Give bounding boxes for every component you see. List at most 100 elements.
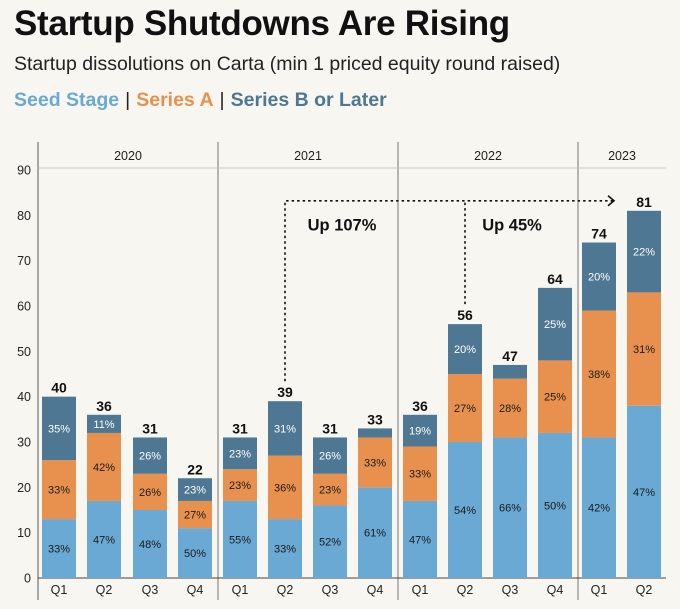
percent-label: 25%: [544, 319, 566, 331]
bar-segment-seed-stage: [448, 442, 482, 578]
percent-label: 22%: [633, 247, 655, 259]
y-tick-label: 80: [17, 209, 31, 223]
percent-label: 23%: [229, 448, 251, 460]
bar-segment-series-a: [313, 473, 347, 506]
bar-segment-series-a: [538, 360, 572, 433]
bar-segment-seed-stage: [178, 528, 212, 578]
bar-segment-series-b-or-later: [223, 437, 257, 470]
percent-label: 36%: [274, 482, 296, 494]
y-tick-label: 10: [17, 526, 31, 540]
x-tick-label: Q2: [636, 583, 653, 597]
legend: Seed Stage | Series A | Series B or Later: [14, 89, 387, 112]
x-tick-label: Q3: [322, 583, 339, 597]
percent-label: 42%: [588, 503, 610, 515]
bar-segment-series-a: [448, 374, 482, 442]
annotation-arrowhead: [607, 195, 616, 207]
percent-label: 31%: [274, 423, 296, 435]
year-label: 2020: [114, 149, 142, 163]
bar-segment-seed-stage: [538, 432, 572, 578]
bar-total-label: 39: [277, 384, 293, 400]
year-label: 2023: [608, 149, 636, 163]
percent-label: 47%: [93, 534, 115, 546]
percent-label: 47%: [409, 534, 431, 546]
percent-label: 33%: [364, 457, 386, 469]
bar-segment-seed-stage: [133, 510, 167, 578]
bar-total-label: 36: [412, 398, 428, 414]
percent-label: 33%: [409, 469, 431, 481]
percent-label: 50%: [544, 500, 566, 512]
x-tick-label: Q4: [367, 583, 384, 597]
percent-label: 55%: [229, 534, 251, 546]
bar-segment-series-a: [627, 292, 661, 406]
y-tick-label: 90: [17, 164, 31, 178]
bar-segment-series-b-or-later: [313, 437, 347, 474]
bar-segment-series-b-or-later: [358, 428, 392, 438]
percent-label: 26%: [139, 487, 161, 499]
legend-seed: Seed Stage: [14, 89, 120, 111]
chart-title: Startup Shutdowns Are Rising: [14, 4, 510, 43]
bar-segment-series-b-or-later: [42, 396, 76, 461]
y-tick-label: 70: [17, 254, 31, 268]
percent-label: 28%: [499, 403, 521, 415]
chart-subtitle: Startup dissolutions on Carta (min 1 pri…: [14, 53, 561, 75]
percent-label: 31%: [633, 344, 655, 356]
bar-segment-seed-stage: [403, 500, 437, 578]
bar-total-label: 36: [96, 398, 112, 414]
bar-total-label: 56: [457, 307, 473, 323]
x-tick-label: Q1: [232, 583, 249, 597]
bar-total-label: 33: [367, 411, 383, 427]
percent-label: 19%: [409, 426, 431, 438]
bar-segment-series-b-or-later: [133, 437, 167, 474]
percent-label: 66%: [499, 503, 521, 515]
bar-segment-series-a: [403, 446, 437, 501]
y-tick-label: 0: [24, 572, 31, 586]
percent-label: 47%: [633, 487, 655, 499]
percent-label: 42%: [93, 462, 115, 474]
legend-series-b: Series B or Later: [230, 89, 387, 111]
bar-segment-series-b-or-later: [538, 287, 572, 361]
percent-label: 50%: [184, 548, 206, 560]
annotation-text-107: Up 107%: [308, 216, 377, 234]
legend-separator: |: [219, 89, 225, 111]
bar-total-label: 31: [322, 420, 338, 436]
bar-segment-series-a: [178, 500, 212, 529]
x-tick-label: Q4: [187, 583, 204, 597]
y-tick-label: 30: [17, 436, 31, 450]
bar-segment-series-a: [493, 378, 527, 438]
year-label: 2021: [294, 149, 322, 163]
bar-segment-series-b-or-later: [627, 210, 661, 293]
bar-segment-series-b-or-later: [448, 324, 482, 374]
percent-label: 23%: [184, 485, 206, 497]
bar-segment-series-a: [87, 432, 121, 501]
bar-total-label: 74: [591, 226, 607, 242]
x-tick-label: Q1: [591, 583, 608, 597]
percent-label: 23%: [229, 480, 251, 492]
percent-label: 52%: [319, 537, 341, 549]
bar-segment-seed-stage: [493, 437, 527, 578]
bar-total-label: 31: [142, 420, 158, 436]
bar-segment-seed-stage: [223, 500, 257, 578]
bar-segment-series-b-or-later: [87, 414, 121, 433]
bar-segment-seed-stage: [313, 505, 347, 578]
bar-segment-seed-stage: [358, 487, 392, 578]
bar-segment-series-a: [223, 469, 257, 501]
bar-segment-seed-stage: [582, 437, 616, 578]
y-tick-label: 60: [17, 300, 31, 314]
x-tick-label: Q1: [412, 583, 429, 597]
percent-label: 33%: [48, 544, 70, 556]
bar-segment-series-a: [133, 473, 167, 510]
percent-label: 26%: [139, 451, 161, 463]
bar-segment-series-a: [582, 310, 616, 438]
percent-label: 26%: [319, 451, 341, 463]
bar-segment-seed-stage: [627, 405, 661, 578]
legend-series-a: Series A: [136, 89, 214, 111]
percent-label: 20%: [454, 344, 476, 356]
bar-total-label: 22: [187, 461, 203, 477]
x-tick-label: Q3: [502, 583, 519, 597]
percent-label: 33%: [48, 485, 70, 497]
percent-label: 35%: [48, 423, 70, 435]
x-tick-label: Q4: [547, 583, 564, 597]
bar-total-label: 81: [636, 194, 652, 210]
bar-segment-series-b-or-later: [268, 401, 302, 456]
